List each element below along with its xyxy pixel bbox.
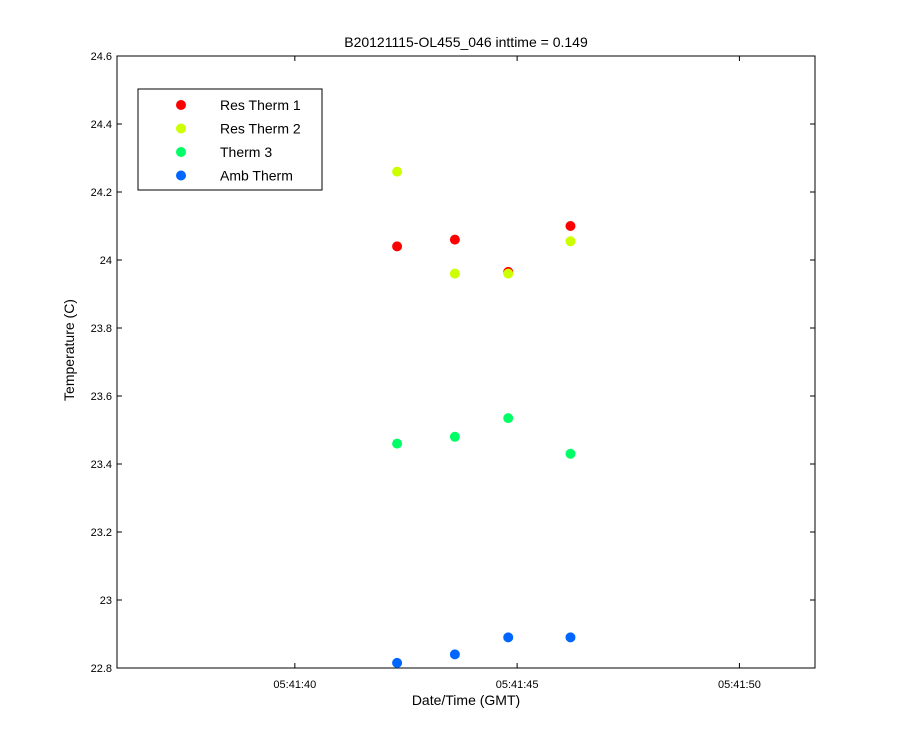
data-point-series-4 — [565, 632, 576, 643]
legend-label: Therm 3 — [220, 144, 272, 160]
y-tick-label: 22.8 — [91, 663, 112, 675]
x-axis-title: Date/Time (GMT) — [412, 692, 520, 708]
data-point-series-3 — [449, 431, 460, 442]
data-point-series-2 — [392, 166, 403, 177]
y-tick-label: 24.6 — [91, 51, 112, 63]
y-tick-label: 23.8 — [91, 323, 112, 335]
data-points — [392, 166, 576, 668]
data-point-series-1 — [449, 234, 460, 245]
legend-marker — [176, 147, 186, 157]
legend-label: Amb Therm — [220, 168, 293, 184]
x-tick-label: 05:41:50 — [718, 679, 761, 691]
legend-marker — [176, 100, 186, 110]
data-point-series-2 — [565, 236, 576, 247]
data-point-series-1 — [565, 221, 576, 231]
x-tick-label: 05:41:40 — [273, 679, 316, 691]
legend-label: Res Therm 1 — [220, 97, 301, 113]
data-point-series-4 — [449, 649, 460, 660]
legend-marker — [176, 123, 186, 134]
y-tick-label: 24.2 — [91, 187, 112, 199]
data-point-series-1 — [392, 241, 403, 252]
legend-box — [137, 88, 323, 191]
y-tick-label: 23.4 — [91, 459, 112, 471]
y-tick-label: 23.2 — [91, 527, 112, 539]
y-axis: 22.8 23 23.2 23.4 23.6 23.8 24 24.2 24.4 24.6 — [91, 51, 815, 675]
chart-title: B20121115-OL455_046 inttime = 0.149 — [344, 34, 588, 50]
data-point-series-3 — [565, 448, 576, 459]
y-tick-label: 24.4 — [91, 119, 112, 131]
data-point-series-4 — [392, 657, 403, 668]
y-tick-label: 23.6 — [91, 391, 112, 403]
legend: Res Therm 1 Res Therm 2 Therm 3 Amb Therm — [137, 88, 323, 191]
data-point-series-3 — [503, 413, 514, 424]
y-axis-title: Temperature (C) — [61, 299, 77, 401]
x-tick-label: 05:41:45 — [496, 679, 539, 691]
legend-marker — [176, 170, 186, 181]
data-point-series-4 — [503, 632, 514, 643]
data-point-series-2 — [503, 268, 514, 279]
legend-label: Res Therm 2 — [220, 121, 301, 137]
y-tick-label: 23 — [100, 595, 112, 607]
x-axis: 05:41:40 05:41:45 05:41:50 — [273, 56, 761, 691]
y-tick-label: 24 — [100, 255, 112, 267]
data-point-series-3 — [392, 438, 403, 449]
data-point-series-2 — [449, 268, 460, 279]
